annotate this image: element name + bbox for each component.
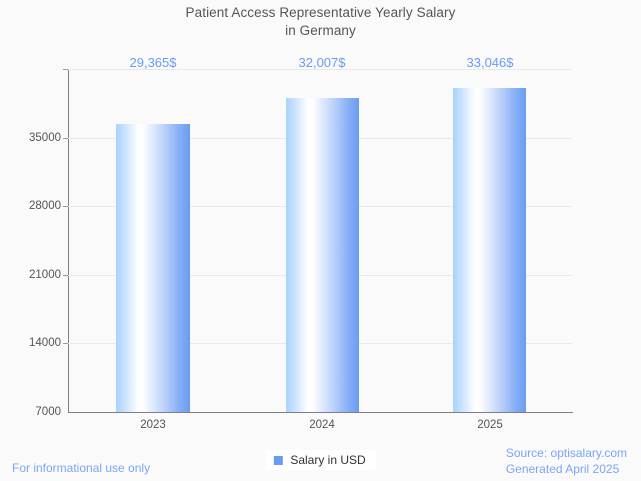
y-tick-label-1: 14000 [29, 337, 61, 349]
chart-legend[interactable]: Salary in USD [265, 450, 376, 470]
bar-2025[interactable] [453, 88, 526, 412]
footer-source-line: Source: optisalary.com [505, 446, 627, 460]
y-tick-mark-28000 [63, 138, 68, 139]
bar-2024[interactable] [286, 98, 359, 412]
y-axis-line [68, 69, 69, 413]
footer-source: Source: optisalary.com Generated April 2… [506, 445, 627, 477]
bar-value-2025: 33,046$ [466, 55, 514, 70]
y-tick-mark-7000 [63, 343, 68, 344]
y-tick-label-4: 35000 [29, 132, 61, 144]
y-tick-label-0: 7000 [35, 406, 61, 418]
legend-item-label: Salary in USD [290, 453, 366, 467]
y-tick-mark-21000 [63, 206, 68, 207]
x-tick-label-2025: 2025 [477, 419, 503, 431]
x-tick-label-2023: 2023 [140, 419, 166, 431]
gridline-35000 [68, 69, 572, 70]
y-tick-label-2: 21000 [29, 269, 61, 281]
y-tick-mark-35000 [63, 69, 68, 70]
y-axis-tick-labels: 7000 14000 21000 28000 35000 [0, 0, 61, 481]
y-tick-mark-14000 [63, 275, 68, 276]
chart-title-line-2: in Germany [285, 23, 356, 38]
legend-swatch-icon [273, 455, 283, 465]
bar-value-2023: 29,365$ [129, 55, 177, 70]
plot-area [68, 69, 572, 412]
bar-value-2024: 32,007$ [298, 55, 346, 70]
bar-2023[interactable] [116, 124, 190, 412]
footer-disclaimer: For informational use only [12, 461, 151, 475]
footer-generated-line: Generated April 2025 [505, 462, 620, 476]
y-tick-label-3: 28000 [29, 200, 61, 212]
x-tick-label-2024: 2024 [309, 419, 335, 431]
chart-title: Patient Access Representative Yearly Sal… [0, 4, 641, 40]
chart-title-line-1: Patient Access Representative Yearly Sal… [185, 5, 456, 20]
x-axis-line [68, 412, 573, 413]
